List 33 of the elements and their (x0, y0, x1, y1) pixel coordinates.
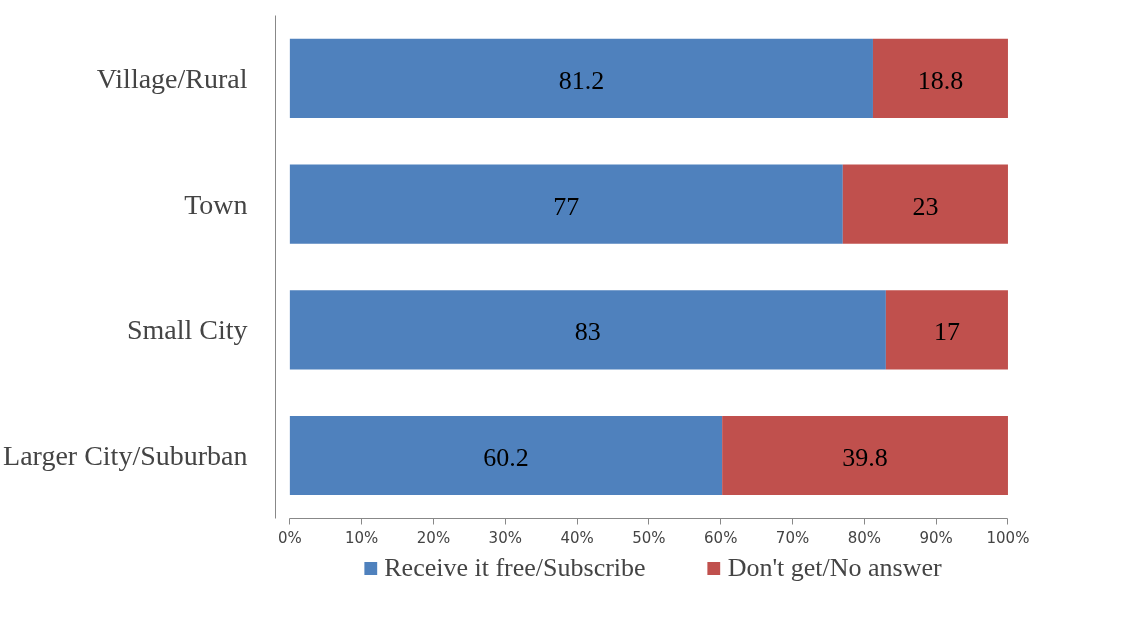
bar (289, 415, 723, 496)
bar (289, 164, 843, 244)
y-tick-label: Town (184, 188, 248, 220)
data-label: 17 (933, 317, 960, 347)
bar (872, 38, 1008, 118)
x-tick-label: 90% (919, 529, 953, 548)
x-tick-label: 50% (632, 529, 666, 548)
data-label: 77 (553, 191, 580, 221)
bar (842, 164, 1008, 244)
x-tick-label: 20% (416, 529, 451, 548)
y-tick-label: Small City (126, 314, 248, 346)
x-tick-label: 80% (847, 529, 882, 548)
x-tick-label: 10% (345, 529, 379, 548)
data-label: 23 (912, 191, 939, 221)
data-label: 18.8 (917, 65, 964, 95)
x-tick-label: 100% (986, 529, 1030, 548)
data-label: 60.2 (483, 443, 529, 472)
y-tick-label: Village/Rural (96, 62, 248, 94)
legend-label: Don't get/No answer (727, 553, 942, 583)
x-tick-label: 40% (560, 529, 594, 548)
bar (722, 415, 1008, 496)
data-label: 83 (574, 317, 601, 347)
bar (289, 38, 873, 118)
legend-label: Receive it free/Subscribe (384, 553, 646, 583)
data-label: 81.2 (558, 65, 605, 95)
x-tick-label: 70% (775, 529, 810, 548)
bar (289, 290, 886, 370)
x-tick-label: 0% (277, 529, 302, 548)
y-tick-label: Larger City/Suburban (3, 440, 248, 471)
x-tick-label: 60% (704, 529, 738, 548)
data-label: 39.8 (842, 443, 888, 472)
x-tick-label: 30% (488, 529, 522, 548)
bar (885, 290, 1008, 370)
